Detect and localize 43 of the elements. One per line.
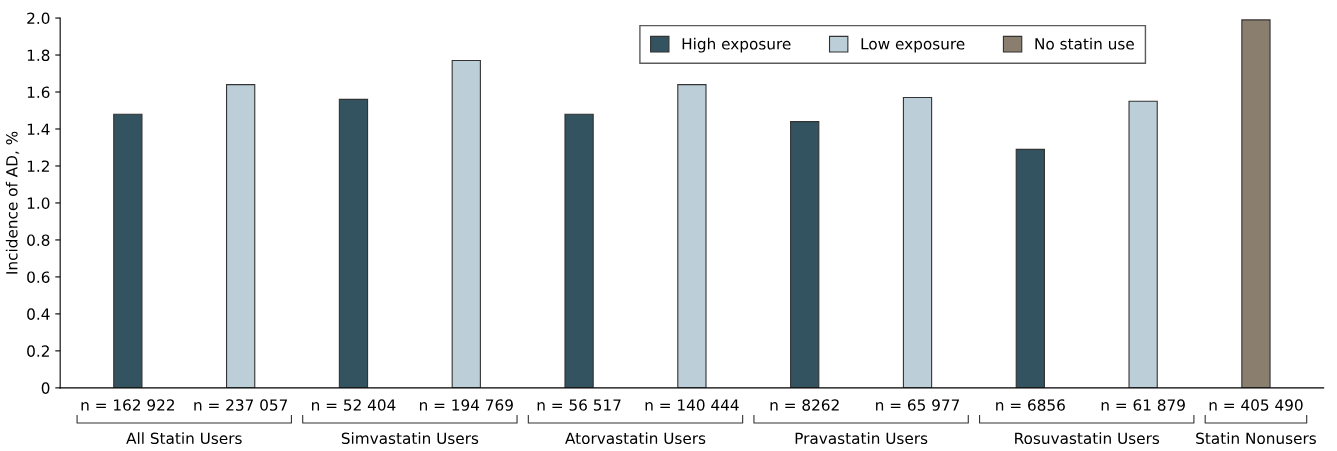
bar (564, 113, 594, 388)
bar (113, 113, 143, 388)
y-tick-label: 1.6 (27, 86, 50, 99)
x-tick-label: n = 6856 (996, 399, 1065, 411)
x-tick-label: n = 56 517 (537, 399, 621, 411)
x-tick-label: n = 65 977 (876, 399, 960, 411)
x-tick-label: n = 405 490 (1209, 399, 1303, 411)
legend-label: Low exposure (861, 38, 965, 53)
y-tick-label: 0 (41, 382, 50, 394)
text: Rosuvastatin Users (1015, 432, 1160, 445)
text: Atorvastatin Users (565, 432, 706, 445)
bar (226, 84, 256, 388)
legend-label: No statin use (1035, 37, 1134, 50)
bar (902, 96, 933, 388)
y-tick-label: 0.8 (27, 234, 50, 246)
x-tick-label: n = 8262 (770, 399, 839, 411)
bar (1241, 19, 1271, 388)
bar (338, 98, 369, 388)
bar (1015, 148, 1045, 388)
legend-label: High exposure (682, 37, 791, 53)
y-axis-title: Incidence of AD, % (5, 131, 20, 274)
bar (451, 60, 481, 388)
x-tick-label: n = 237 057 (194, 399, 288, 411)
y-tick-label: 1.8 (27, 49, 50, 62)
y-tick-label: 1.0 (27, 197, 50, 209)
y-tick-label: 1.4 (27, 123, 50, 135)
text: Statin Nonusers (1196, 432, 1316, 445)
y-tick-label: 2.0 (27, 12, 50, 25)
x-tick-label: n = 61 879 (1101, 399, 1185, 411)
y-tick-label: 0.4 (27, 308, 50, 320)
x-tick-label: n = 52 404 (312, 399, 396, 411)
text: Simvastatin Users (341, 432, 479, 445)
y-tick-label: 0.6 (27, 271, 50, 283)
x-tick-label: n = 194 769 (419, 399, 513, 411)
x-tick-label: n = 140 444 (645, 399, 739, 411)
x-tick-label: n = 162 922 (81, 399, 175, 411)
bar (1128, 100, 1158, 388)
bar (677, 84, 707, 388)
text: All Statin Users (126, 432, 242, 445)
y-tick-label: 0.2 (27, 345, 49, 357)
text: Pravastatin Users (795, 432, 928, 445)
y-tick-label: 1.2 (27, 160, 49, 172)
bar (790, 121, 820, 388)
